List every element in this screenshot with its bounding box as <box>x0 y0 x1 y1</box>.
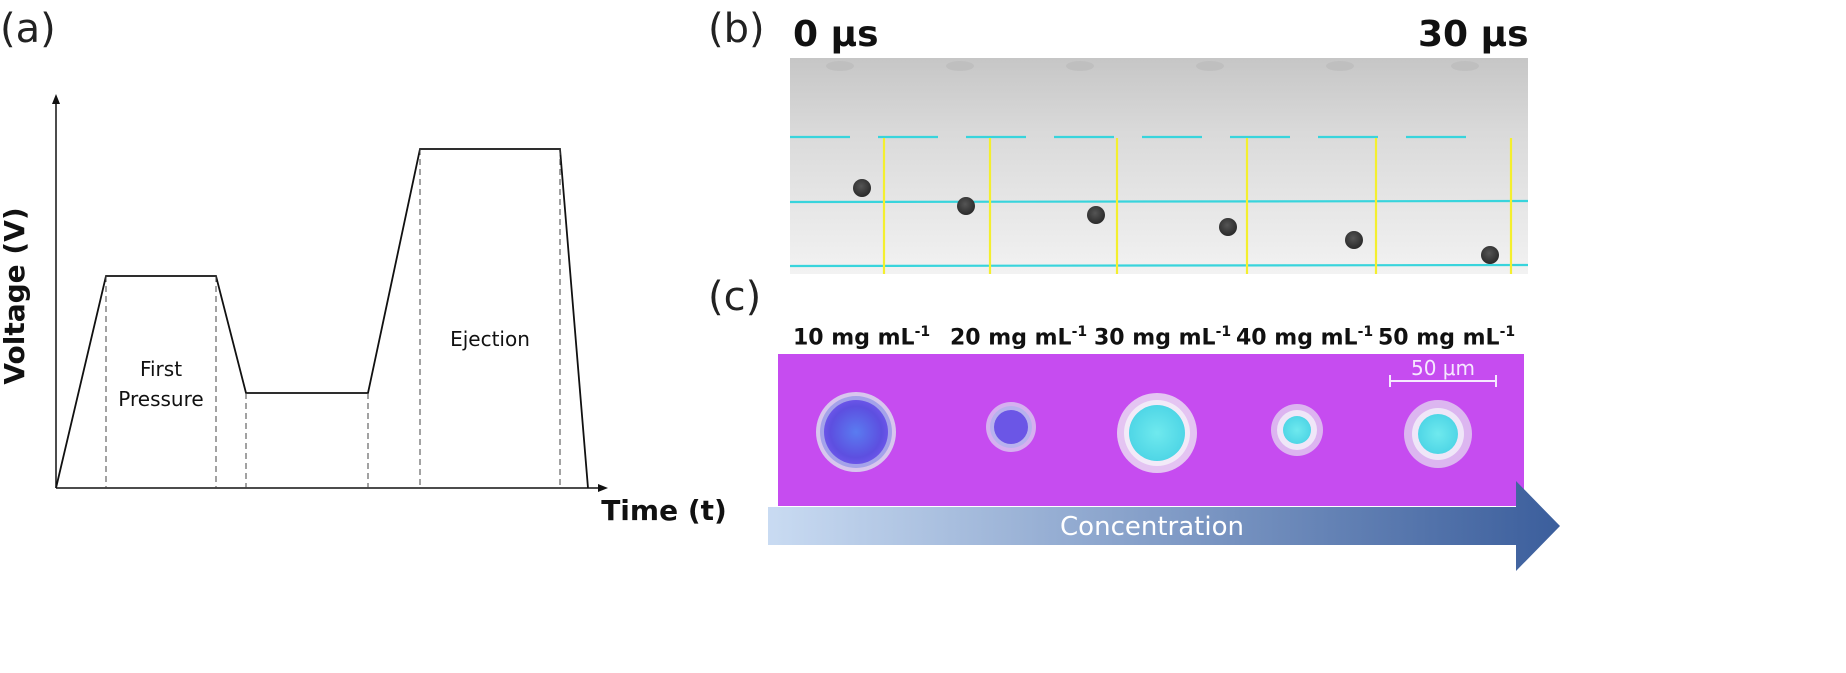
droplet-1 <box>853 179 871 197</box>
dot-20mg <box>986 402 1036 452</box>
segment-label-ejection: Ejection <box>450 327 530 351</box>
y-axis-label: Voltage (V) <box>0 207 31 384</box>
arrow-label: Concentration <box>1060 512 1244 542</box>
reference-line-middle <box>789 199 1529 204</box>
scale-bar <box>1389 375 1497 387</box>
droplets <box>853 179 1499 264</box>
droplet-6 <box>1481 246 1499 264</box>
start-time-label: 0 μs <box>793 14 879 55</box>
nozzle-row <box>826 61 1479 71</box>
concentration-label-10: 10 mg mL-1 <box>793 324 931 351</box>
droplet-3 <box>1087 206 1105 224</box>
concentration-label-50: 50 mg mL-1 <box>1378 324 1516 351</box>
dot-40mg <box>1271 404 1323 456</box>
concentration-label-20: 20 mg mL-1 <box>950 324 1088 351</box>
reference-line-bottom <box>789 263 1529 268</box>
panel-label-b: (b) <box>708 6 765 52</box>
end-time-label: 30 μs <box>1418 14 1529 55</box>
arrow-shape <box>768 481 1560 571</box>
segment-dividers <box>105 149 561 488</box>
high-speed-image-sequence <box>789 58 1529 274</box>
dot-30mg <box>1117 393 1197 473</box>
x-axis-label: Time (t) <box>601 494 727 527</box>
dot-50mg <box>1404 400 1472 468</box>
scale-bar-label: 50 μm <box>1411 356 1475 380</box>
concentration-arrow: Concentration <box>768 481 1560 571</box>
y-axis-arrowhead <box>52 94 60 104</box>
sequence-background <box>790 58 1528 274</box>
voltage-waveform <box>55 148 589 489</box>
fluorescence-image: 50 μm <box>778 354 1524 506</box>
segment-label-first-line1: First <box>140 357 182 381</box>
frame-markers <box>882 138 1513 274</box>
dot-10mg <box>816 392 896 472</box>
concentration-label-30: 30 mg mL-1 <box>1094 324 1232 351</box>
droplet-4 <box>1219 218 1237 236</box>
segment-label-first-line2: Pressure <box>118 387 203 411</box>
droplet-5 <box>1345 231 1363 249</box>
droplet-2 <box>957 197 975 215</box>
panel-label-a: (a) <box>0 6 56 52</box>
x-axis-arrowhead <box>598 484 608 492</box>
panel-label-c: (c) <box>708 274 762 320</box>
concentration-label-40: 40 mg mL-1 <box>1236 324 1374 351</box>
